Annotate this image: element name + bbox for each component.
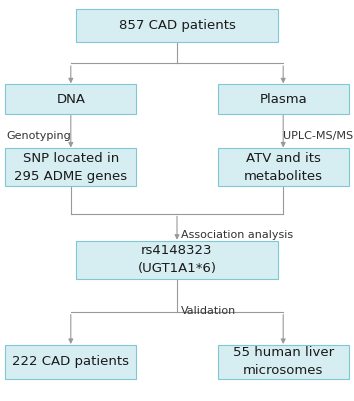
Text: UPLC-MS/MS: UPLC-MS/MS <box>283 132 353 141</box>
Text: rs4148323
(UGT1A1*6): rs4148323 (UGT1A1*6) <box>137 244 217 275</box>
FancyBboxPatch shape <box>218 345 349 379</box>
FancyBboxPatch shape <box>76 241 278 279</box>
Text: DNA: DNA <box>56 93 85 106</box>
FancyBboxPatch shape <box>5 148 136 186</box>
FancyBboxPatch shape <box>5 84 136 114</box>
Text: Genotyping: Genotyping <box>6 132 71 141</box>
FancyBboxPatch shape <box>76 9 278 42</box>
Text: 857 CAD patients: 857 CAD patients <box>119 19 235 32</box>
Text: Plasma: Plasma <box>259 93 307 106</box>
FancyBboxPatch shape <box>218 148 349 186</box>
Text: Association analysis: Association analysis <box>181 230 293 239</box>
Text: SNP located in
295 ADME genes: SNP located in 295 ADME genes <box>14 152 127 183</box>
FancyBboxPatch shape <box>218 84 349 114</box>
Text: 222 CAD patients: 222 CAD patients <box>12 355 129 369</box>
Text: Validation: Validation <box>181 306 236 316</box>
Text: 55 human liver
microsomes: 55 human liver microsomes <box>233 346 334 377</box>
FancyBboxPatch shape <box>5 345 136 379</box>
Text: ATV and its
metabolites: ATV and its metabolites <box>244 152 323 183</box>
